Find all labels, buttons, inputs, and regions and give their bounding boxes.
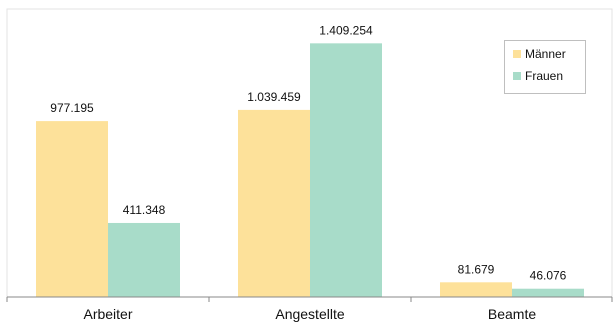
bar-maenner-angestellte — [238, 109, 310, 298]
value-label-maenner-angestellte: 1.039.459 — [247, 90, 301, 104]
legend-label-maenner: Männer — [525, 47, 566, 61]
bar-frauen-beamte — [512, 288, 584, 297]
value-label-maenner-beamte: 81.679 — [458, 262, 495, 276]
x-tick-label-angestellte: Angestellte — [275, 306, 344, 322]
value-label-frauen-beamte: 46.076 — [530, 269, 567, 283]
x-tick-labels-group: Arbeiter Angestellte Beamte — [83, 306, 536, 322]
value-label-frauen-arbeiter: 411.348 — [123, 203, 166, 217]
legend-item-frauen: Frauen — [513, 69, 563, 83]
x-tick-label-beamte: Beamte — [488, 306, 536, 322]
bar-maenner-arbeiter — [36, 121, 108, 298]
x-ticks-group — [6, 297, 613, 302]
x-tick-label-arbeiter: Arbeiter — [83, 306, 132, 322]
legend-item-maenner: Männer — [513, 47, 566, 61]
legend-swatch-frauen — [513, 72, 521, 80]
bars-group — [36, 43, 584, 298]
bar-frauen-arbeiter — [108, 222, 180, 297]
value-label-maenner-arbeiter: 977.195 — [50, 101, 94, 115]
value-label-frauen-angestellte: 1.409.254 — [319, 23, 373, 37]
legend-label-frauen: Frauen — [525, 69, 564, 83]
legend-swatch-maenner — [513, 50, 521, 58]
bar-maenner-beamte — [440, 282, 512, 297]
value-labels-group: 977.195 411.348 1.039.459 1.409.254 81.679 46… — [50, 23, 566, 282]
legend: Männer Frauen — [504, 40, 586, 94]
bar-frauen-angestellte — [310, 43, 382, 298]
